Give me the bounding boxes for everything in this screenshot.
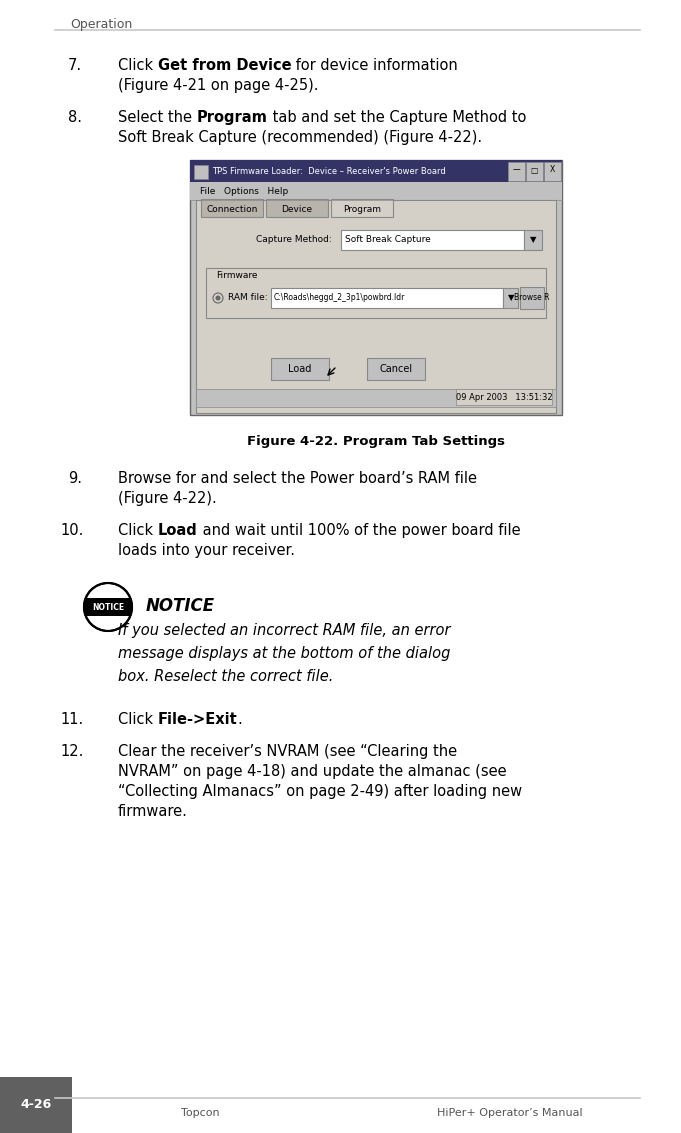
Text: □: □: [530, 165, 537, 174]
Bar: [201, 199, 263, 218]
Bar: [196, 389, 556, 407]
Text: If you selected an incorrect RAM file, an error: If you selected an incorrect RAM file, a…: [118, 623, 451, 638]
Text: —: —: [512, 165, 520, 174]
Text: box. Reselect the correct file.: box. Reselect the correct file.: [118, 668, 334, 684]
Text: 12.: 12.: [60, 744, 83, 759]
Text: 8.: 8.: [68, 110, 82, 125]
Bar: [503, 288, 518, 308]
Text: Click: Click: [118, 58, 158, 73]
Text: Load: Load: [158, 523, 197, 538]
Text: Click: Click: [118, 712, 158, 727]
Text: File->Exit: File->Exit: [158, 712, 238, 727]
Bar: [84, 598, 132, 616]
Text: (Figure 4-21 on page 4-25).: (Figure 4-21 on page 4-25).: [118, 78, 319, 93]
Text: (Figure 4-22).: (Figure 4-22).: [118, 491, 217, 506]
Bar: [508, 162, 525, 181]
Text: Load: Load: [288, 364, 312, 374]
Text: RAM file:: RAM file:: [228, 293, 268, 303]
Circle shape: [215, 296, 221, 300]
Text: NVRAM” on page 4-18) and update the almanac (see: NVRAM” on page 4-18) and update the alma…: [118, 764, 507, 780]
Bar: [190, 160, 562, 415]
Bar: [520, 287, 544, 309]
Bar: [190, 160, 562, 182]
Text: message displays at the bottom of the dialog: message displays at the bottom of the di…: [118, 646, 450, 661]
Text: ▼: ▼: [530, 236, 536, 245]
Text: File   Options   Help: File Options Help: [200, 187, 288, 196]
Text: and wait until 100% of the power board file: and wait until 100% of the power board f…: [197, 523, 520, 538]
Text: 4-26: 4-26: [20, 1099, 52, 1111]
Text: Figure 4-22. Program Tab Settings: Figure 4-22. Program Tab Settings: [247, 435, 505, 448]
Text: .: .: [238, 712, 242, 727]
Text: Firmware: Firmware: [216, 271, 257, 280]
Text: ▼: ▼: [508, 293, 514, 303]
Text: TPS Firmware Loader:  Device – Receiver's Power Board: TPS Firmware Loader: Device – Receiver's…: [212, 167, 446, 176]
Bar: [456, 389, 552, 404]
Bar: [206, 269, 546, 318]
Text: Soft Break Capture: Soft Break Capture: [345, 236, 431, 245]
Text: 09 Apr 2003   13:51:32: 09 Apr 2003 13:51:32: [456, 392, 552, 401]
Text: Program: Program: [343, 204, 381, 213]
Text: Browse for and select the Power board’s RAM file: Browse for and select the Power board’s …: [118, 471, 477, 486]
Bar: [341, 230, 524, 250]
Text: Device: Device: [281, 204, 313, 213]
Text: HiPer+ Operator’s Manual: HiPer+ Operator’s Manual: [437, 1108, 583, 1118]
Text: loads into your receiver.: loads into your receiver.: [118, 543, 295, 557]
Text: X: X: [550, 165, 554, 174]
Text: for device information: for device information: [291, 58, 458, 73]
Text: Get from Device: Get from Device: [158, 58, 291, 73]
Text: Clear the receiver’s NVRAM (see “Clearing the: Clear the receiver’s NVRAM (see “Clearin…: [118, 744, 457, 759]
Text: 7.: 7.: [68, 58, 82, 73]
Text: Connection: Connection: [206, 204, 257, 213]
Text: firmware.: firmware.: [118, 804, 188, 819]
Bar: [190, 182, 562, 201]
Text: Browse R: Browse R: [514, 293, 550, 303]
Bar: [271, 358, 329, 380]
Text: Operation: Operation: [70, 18, 132, 31]
Bar: [544, 162, 561, 181]
Bar: [194, 165, 208, 179]
Bar: [524, 230, 542, 250]
Text: Select the: Select the: [118, 110, 197, 125]
Bar: [331, 199, 393, 218]
Text: 9.: 9.: [68, 471, 82, 486]
Bar: [271, 288, 503, 308]
Text: “Collecting Almanacs” on page 2-49) after loading new: “Collecting Almanacs” on page 2-49) afte…: [118, 784, 522, 799]
Text: Capture Method:: Capture Method:: [256, 236, 332, 245]
Text: 10.: 10.: [60, 523, 83, 538]
Text: tab and set the Capture Method to: tab and set the Capture Method to: [268, 110, 526, 125]
Bar: [526, 162, 543, 181]
Bar: [266, 199, 328, 218]
Text: NOTICE: NOTICE: [92, 603, 124, 612]
Text: Topcon: Topcon: [180, 1108, 219, 1118]
Text: C:\Roads\heggd_2_3p1\powbrd.ldr: C:\Roads\heggd_2_3p1\powbrd.ldr: [274, 293, 405, 303]
Text: Soft Break Capture (recommended) (Figure 4-22).: Soft Break Capture (recommended) (Figure…: [118, 130, 482, 145]
Bar: [0, 1077, 72, 1133]
Text: 11.: 11.: [60, 712, 83, 727]
Text: Click: Click: [118, 523, 158, 538]
Bar: [196, 201, 556, 414]
Text: Program: Program: [197, 110, 268, 125]
Text: NOTICE: NOTICE: [146, 597, 215, 615]
Circle shape: [84, 583, 132, 631]
Bar: [367, 358, 425, 380]
Text: Cancel: Cancel: [379, 364, 413, 374]
